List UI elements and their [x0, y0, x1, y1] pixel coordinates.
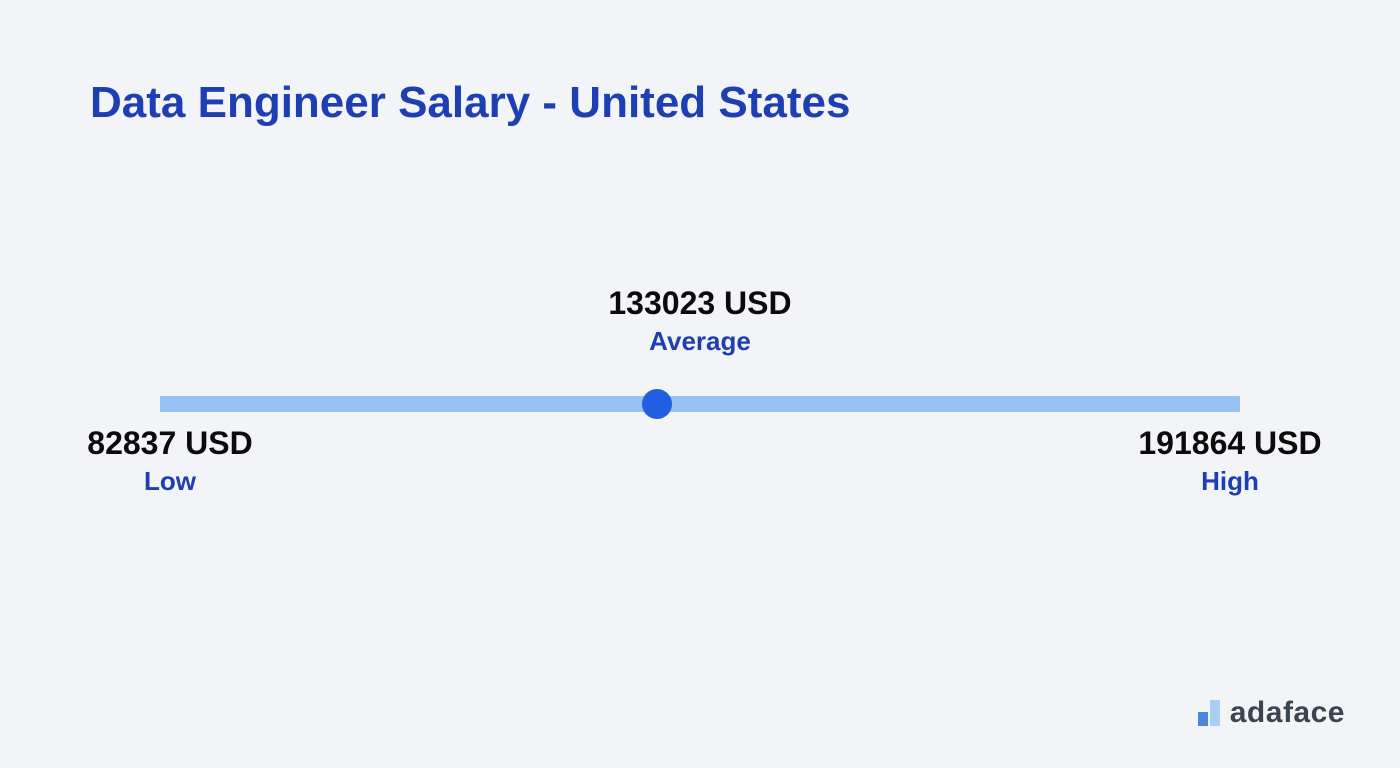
high-value: 191864 USD: [1130, 425, 1330, 462]
average-value: 133023 USD: [0, 285, 1400, 322]
bars-icon-bar-1: [1198, 712, 1208, 726]
bars-icon: [1198, 700, 1220, 726]
page-title: Data Engineer Salary - United States: [90, 78, 850, 128]
average-label: Average: [0, 326, 1400, 357]
average-group: 133023 USD Average: [0, 285, 1400, 357]
low-value: 82837 USD: [70, 425, 270, 462]
brand-name: adaface: [1230, 696, 1345, 730]
brand-logo: adaface: [1198, 696, 1345, 730]
slider-marker: [642, 389, 672, 419]
slider-track: [160, 396, 1240, 412]
bars-icon-bar-2: [1210, 700, 1220, 726]
high-label: High: [1130, 466, 1330, 497]
salary-range-slider: [160, 388, 1240, 468]
high-group: 191864 USD High: [1130, 425, 1330, 497]
low-group: 82837 USD Low: [70, 425, 270, 497]
low-label: Low: [70, 466, 270, 497]
